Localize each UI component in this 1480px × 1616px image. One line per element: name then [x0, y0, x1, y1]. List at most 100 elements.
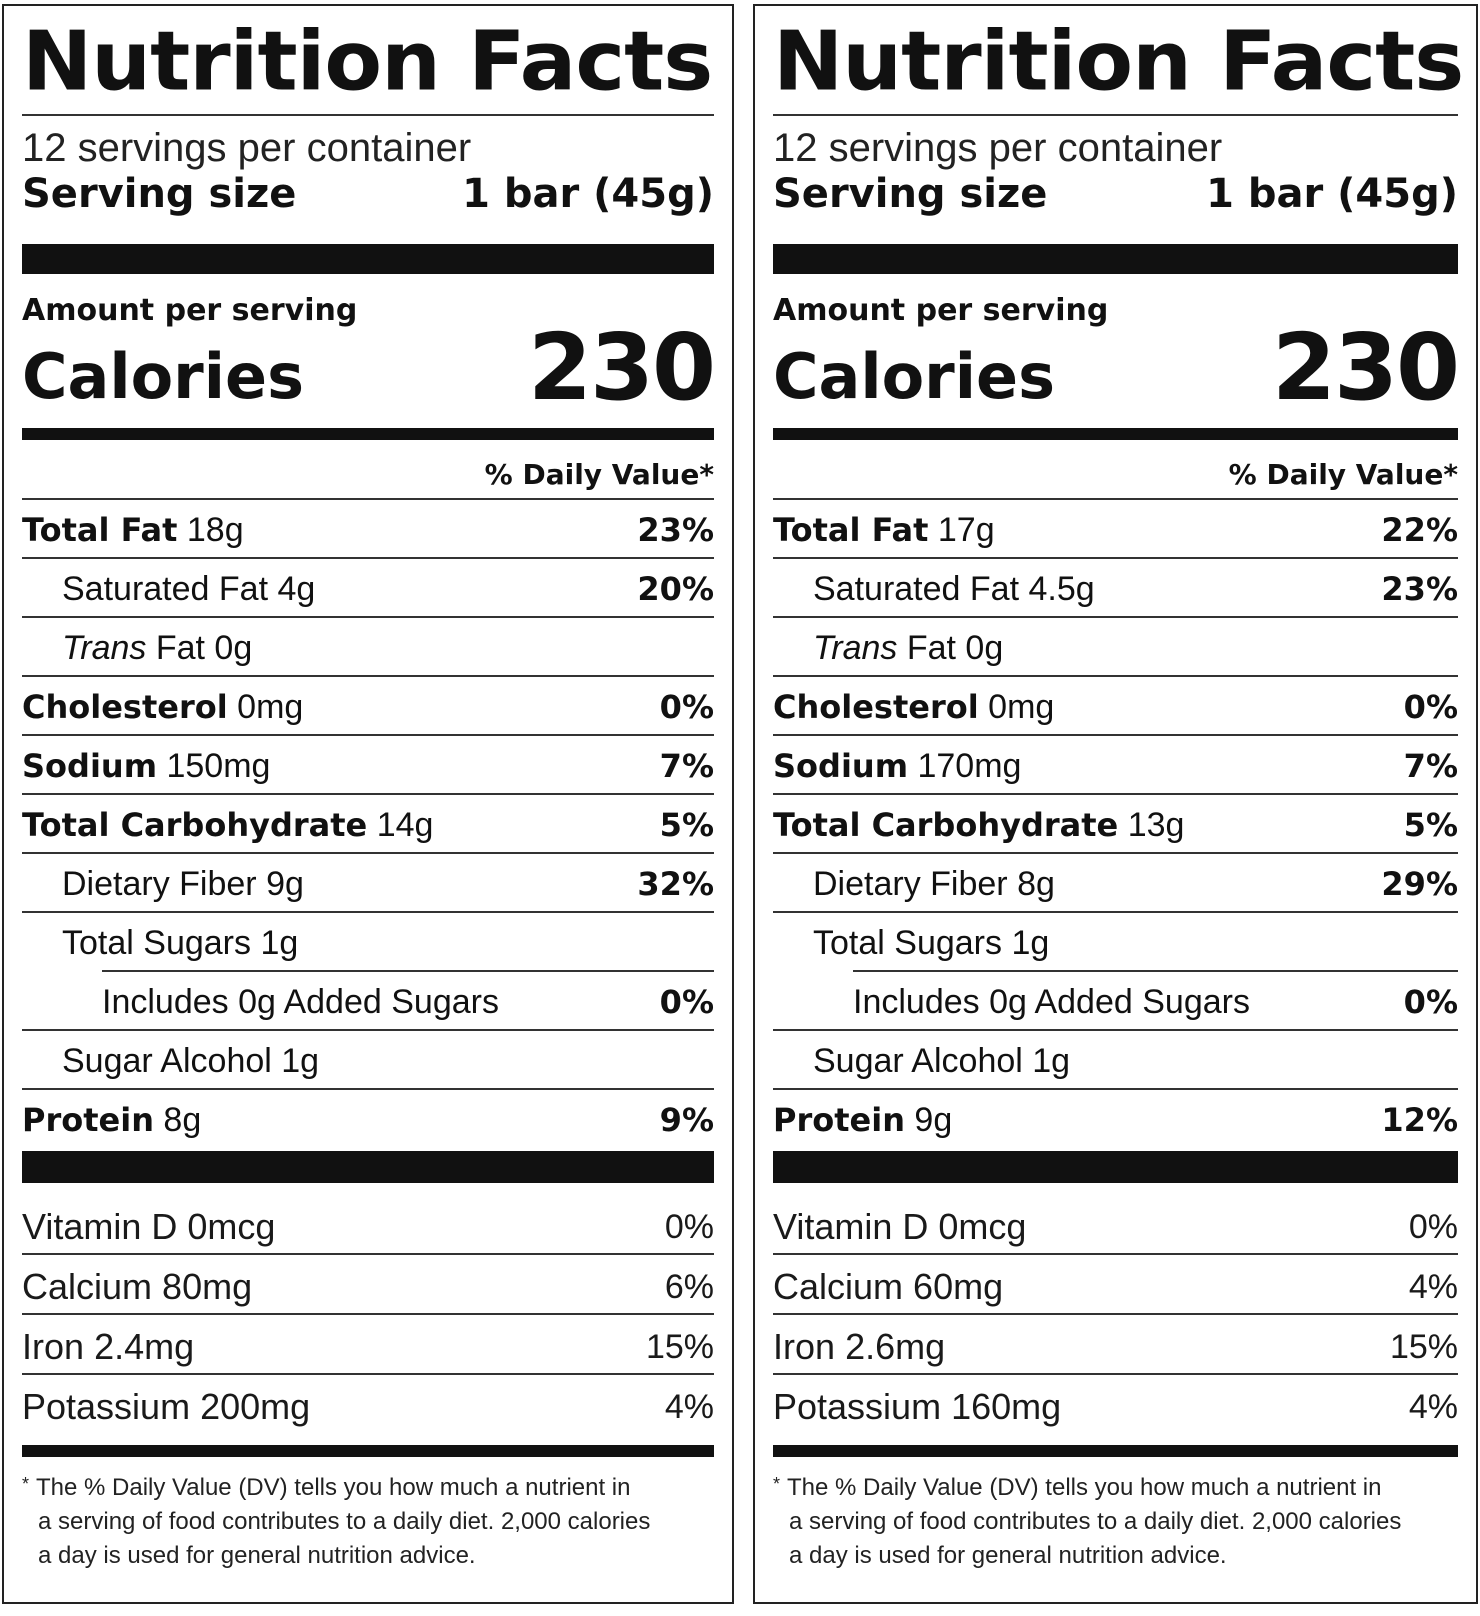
vitamin-dv: 4%: [1408, 1268, 1458, 1306]
nutrient-amount: 0g: [214, 628, 253, 667]
nutrient-amount: 4.5g: [1028, 569, 1095, 608]
nutrient-name-suffix: Fat: [906, 628, 956, 667]
footnote-line: a day is used for general nutrition advi…: [38, 1542, 476, 1569]
footnote: * The % Daily Value (DV) tells you how m…: [773, 1471, 1458, 1573]
vitamin-dv: 6%: [664, 1268, 714, 1306]
nutrient-row-trans-fat: Trans Fat 0g: [22, 618, 714, 677]
vitamin-name: Calcium: [773, 1266, 904, 1307]
nutrient-amount: 0mg: [988, 687, 1055, 726]
nutrient-name: Total Carbohydrate: [773, 805, 1119, 844]
nutrient-row-dietary-fiber: Dietary Fiber 8g 29%: [773, 854, 1458, 913]
nutrient-row-protein: Protein 8g 9%: [22, 1090, 714, 1149]
nutrient-name: Saturated Fat: [62, 569, 269, 608]
nutrient-amount: 0g: [965, 628, 1004, 667]
vitamin-dv: 15%: [1389, 1328, 1458, 1366]
nutrient-name: Trans: [813, 628, 898, 667]
thick-divider: [22, 1151, 714, 1183]
nutrient-name: Cholesterol: [773, 687, 979, 726]
nutrient-row-cholesterol: Cholesterol 0mg 0%: [22, 677, 714, 736]
amount-per-serving: Amount per serving: [773, 293, 1109, 328]
nutrient-amount: 8g: [163, 1100, 202, 1139]
vitamin-row-calcium: Calcium 60mg 4%: [773, 1255, 1458, 1315]
nutrient-row-saturated-fat: Saturated Fat 4.5g 23%: [773, 559, 1458, 618]
vitamin-dv: 4%: [1408, 1388, 1458, 1426]
vitamin-dv: 15%: [645, 1328, 714, 1366]
nutrient-name: Sugar Alcohol: [813, 1041, 1023, 1080]
thick-divider: [773, 244, 1458, 274]
nutrient-name: Dietary Fiber: [62, 864, 257, 903]
calories-value: 230: [527, 314, 716, 421]
daily-value-header: % Daily Value*: [773, 440, 1458, 500]
nutrient-dv: 0%: [1403, 982, 1458, 1021]
nutrition-label-left: Nutrition Facts 12 servings per containe…: [2, 4, 734, 1604]
servings-per-container: 12 servings per container: [22, 126, 472, 170]
nutrient-dv: 12%: [1381, 1100, 1458, 1139]
vitamin-row-vitamin-d: Vitamin D 0mcg 0%: [22, 1195, 714, 1255]
nutrient-amount: 1g: [1032, 1041, 1071, 1080]
nutrient-name: Saturated Fat: [813, 569, 1020, 608]
daily-value-header: % Daily Value*: [22, 440, 714, 500]
vitamin-row-iron: Iron 2.6mg 15%: [773, 1315, 1458, 1375]
nutrient-amount: 8g: [1017, 864, 1055, 903]
nutrient-row-total-carbohydrate: Total Carbohydrate 13g 5%: [773, 795, 1458, 854]
nutrient-dv: 5%: [1403, 805, 1458, 844]
nutrient-row-sugar-alcohol: Sugar Alcohol 1g: [22, 1031, 714, 1090]
calories-row: Calories 230: [773, 322, 1460, 414]
label-title: Nutrition Facts: [773, 13, 1464, 110]
nutrient-row-dietary-fiber: Dietary Fiber 9g 32%: [22, 854, 714, 913]
vitamin-name: Calcium: [22, 1266, 153, 1307]
nutrient-amount: 1g: [1011, 923, 1050, 962]
nutrient-dv: 22%: [1381, 510, 1458, 549]
serving-size-row: Serving size 1 bar (45g): [22, 174, 714, 214]
vitamin-amount: 80mg: [162, 1266, 253, 1307]
medium-divider: [773, 1445, 1458, 1457]
nutrient-amount: 1g: [260, 923, 299, 962]
nutrient-dv: 23%: [637, 510, 714, 549]
vitamin-row-potassium: Potassium 160mg 4%: [773, 1375, 1458, 1435]
footnote-line: The % Daily Value (DV) tells you how muc…: [787, 1474, 1382, 1501]
vitamin-amount: 2.4mg: [94, 1326, 195, 1367]
nutrient-dv: 7%: [659, 746, 714, 785]
nutrient-dv: 5%: [659, 805, 714, 844]
nutrient-amount: 13g: [1127, 805, 1185, 844]
nutrient-name: Total Sugars: [62, 923, 251, 962]
nutrient-amount: 0mg: [237, 687, 304, 726]
footnote-star: *: [773, 1474, 781, 1494]
nutrient-row-sugar-alcohol: Sugar Alcohol 1g: [773, 1031, 1458, 1090]
nutrient-dv: 0%: [1403, 687, 1458, 726]
divider: [773, 114, 1458, 116]
calories-row: Calories 230: [22, 314, 716, 421]
nutrient-amount: 17g: [937, 510, 995, 549]
vitamin-name: Vitamin D: [22, 1206, 178, 1247]
vitamin-name: Iron: [22, 1326, 85, 1367]
nutrient-row-trans-fat: Trans Fat 0g: [773, 618, 1458, 677]
nutrient-amount: 4g: [277, 569, 316, 608]
vitamin-dv: 0%: [664, 1208, 714, 1246]
nutrient-amount: 1g: [281, 1041, 320, 1080]
nutrient-row-cholesterol: Cholesterol 0mg 0%: [773, 677, 1458, 736]
amount-per-serving: Amount per serving: [22, 293, 358, 328]
nutrient-name: Sodium: [22, 746, 158, 785]
nutrient-row-total-sugars: Total Sugars 1g: [773, 913, 1458, 972]
footnote-line: a day is used for general nutrition advi…: [789, 1542, 1227, 1569]
nutrient-name: Protein: [22, 1100, 154, 1139]
footnote-line: a serving of food contributes to a daily…: [38, 1508, 651, 1535]
nutrient-dv: 29%: [1381, 864, 1458, 903]
nutrient-amount: 150mg: [166, 746, 271, 785]
vitamin-row-potassium: Potassium 200mg 4%: [22, 1375, 714, 1435]
nutrient-row-sodium: Sodium 170mg 7%: [773, 736, 1458, 795]
medium-divider: [22, 428, 714, 440]
serving-size-row: Serving size 1 bar (45g): [773, 174, 1458, 214]
vitamin-name: Vitamin D: [773, 1206, 929, 1247]
nutrient-dv: 0%: [659, 982, 714, 1021]
nutrient-name: Includes 0g Added Sugars: [853, 982, 1250, 1021]
serving-size-value: 1 bar (45g): [462, 171, 714, 217]
thick-divider: [773, 1151, 1458, 1183]
serving-size-label: Serving size: [22, 171, 297, 217]
nutrient-dv: 20%: [637, 569, 714, 608]
vitamin-amount: 0mcg: [187, 1206, 276, 1247]
vitamin-dv: 4%: [664, 1388, 714, 1426]
nutrient-row-total-fat: Total Fat 18g 23%: [22, 500, 714, 559]
calories-label: Calories: [773, 340, 1055, 413]
calories-label: Calories: [22, 340, 304, 413]
